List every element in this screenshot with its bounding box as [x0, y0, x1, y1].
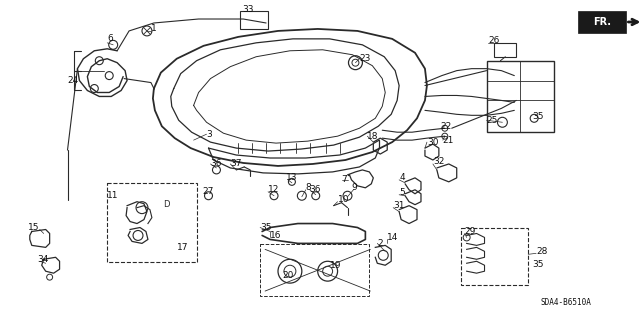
Text: 18: 18	[367, 132, 379, 141]
Text: 20: 20	[282, 271, 293, 280]
Text: 15: 15	[28, 223, 39, 232]
Text: 16: 16	[270, 231, 282, 240]
Text: SDA4-B6510A: SDA4-B6510A	[541, 298, 592, 307]
Text: 26: 26	[488, 36, 500, 45]
Text: 28: 28	[536, 247, 548, 256]
Text: 11: 11	[108, 191, 119, 200]
Text: 37: 37	[230, 160, 242, 168]
Text: 34: 34	[38, 255, 49, 264]
Text: 5: 5	[399, 188, 405, 197]
Text: 35: 35	[532, 260, 544, 269]
Text: 33: 33	[243, 4, 254, 14]
Text: 13: 13	[286, 173, 298, 182]
Bar	[495, 43, 516, 57]
Text: 19: 19	[330, 261, 341, 270]
Text: 12: 12	[268, 185, 280, 194]
Text: 4: 4	[399, 173, 404, 182]
Text: 2: 2	[378, 239, 383, 248]
Text: 31: 31	[393, 201, 404, 210]
Text: 21: 21	[443, 136, 454, 145]
Text: 29: 29	[465, 227, 476, 236]
Text: 27: 27	[202, 187, 214, 196]
Text: 30: 30	[427, 137, 438, 147]
Text: 24: 24	[67, 76, 79, 85]
Bar	[578, 11, 625, 33]
Text: 36: 36	[211, 160, 222, 168]
Text: 17: 17	[177, 243, 188, 252]
Text: 1: 1	[151, 25, 157, 33]
Text: 9: 9	[351, 183, 357, 192]
Text: 6: 6	[108, 34, 113, 43]
Text: 8: 8	[306, 183, 312, 192]
Text: 22: 22	[441, 122, 452, 131]
Text: 36: 36	[310, 185, 321, 194]
Text: 23: 23	[360, 54, 371, 63]
Text: 32: 32	[433, 158, 444, 167]
Text: 3: 3	[207, 130, 212, 139]
Text: D: D	[164, 200, 170, 209]
Text: 35: 35	[260, 223, 271, 232]
Bar	[108, 183, 196, 262]
Text: 10: 10	[337, 195, 349, 204]
Bar	[260, 244, 369, 296]
Bar	[240, 11, 268, 29]
Bar	[486, 61, 554, 132]
Text: 25: 25	[486, 116, 498, 125]
Text: 7: 7	[342, 175, 348, 184]
Text: 35: 35	[532, 112, 544, 121]
Bar	[461, 227, 528, 285]
Text: 14: 14	[387, 233, 399, 242]
Text: FR.: FR.	[593, 17, 611, 27]
